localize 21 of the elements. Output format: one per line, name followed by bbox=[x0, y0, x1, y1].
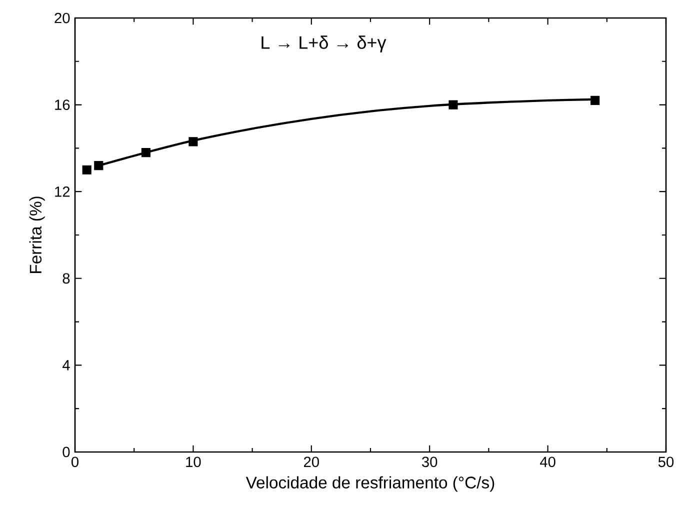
x-tick-label: 10 bbox=[186, 456, 201, 468]
x-tick-label: 40 bbox=[540, 456, 556, 468]
point bbox=[141, 148, 150, 158]
y-axis-title: Ferrita (%) bbox=[29, 196, 45, 273]
x-tick-label: 30 bbox=[422, 456, 438, 468]
y-tick-label: 16 bbox=[55, 100, 70, 110]
y-tick-label: 20 bbox=[54, 12, 70, 24]
point bbox=[94, 161, 104, 170]
point bbox=[188, 137, 198, 146]
x-tick-label: 0 bbox=[71, 456, 78, 468]
point bbox=[448, 100, 458, 110]
y-tick-label: 8 bbox=[62, 273, 70, 284]
y-tick-label: 4 bbox=[62, 360, 70, 370]
annotation: L → L+δ → δ+γ bbox=[262, 36, 386, 52]
y-tick-label: 0 bbox=[62, 446, 70, 458]
x-tick-label: 50 bbox=[658, 456, 674, 468]
point bbox=[82, 165, 92, 174]
point bbox=[590, 96, 600, 105]
y-tick-label: 12 bbox=[55, 186, 70, 197]
x-axis-title: Velocidade de resfriamento (°C/s) bbox=[246, 476, 494, 492]
x-tick-label: 20 bbox=[304, 456, 319, 468]
